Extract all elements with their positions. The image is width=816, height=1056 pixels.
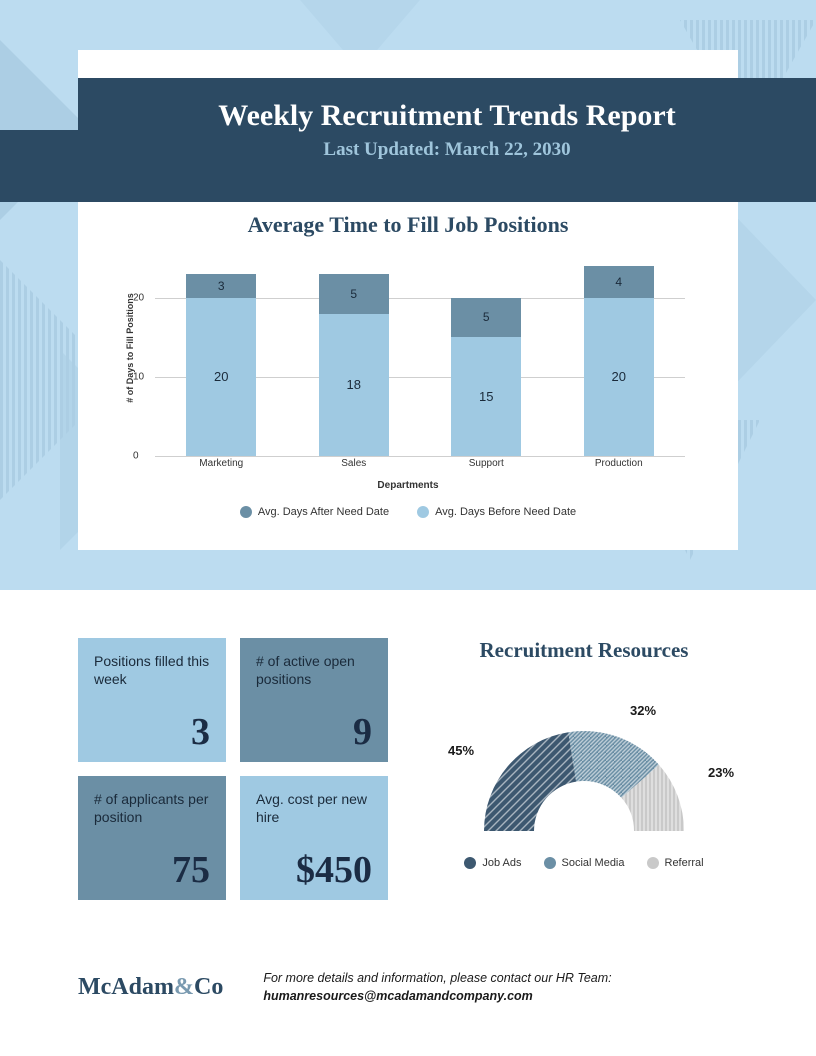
- legend-item-before: Avg. Days Before Need Date: [417, 506, 576, 518]
- donut-legend-label: Social Media: [562, 857, 625, 869]
- bar-segment-after: 3: [186, 274, 256, 298]
- bar-segment-before: 15: [451, 337, 521, 456]
- x-axis-label: Departments: [115, 480, 701, 491]
- bar-segment-before: 18: [319, 314, 389, 457]
- x-tick-label: Production: [569, 458, 669, 469]
- donut-legend: Job Ads Social Media Referral: [430, 857, 738, 869]
- donut-pct-label: 45%: [448, 743, 474, 758]
- recruitment-resources: Recruitment Resources 45% 32% 23% Job Ads S…: [430, 638, 738, 869]
- legend-dot-icon: [240, 506, 252, 518]
- bar-segment-after: 4: [584, 266, 654, 298]
- brand-part-a: McAdam: [78, 974, 174, 1000]
- metric-card-label: # of applicants per position: [94, 790, 210, 826]
- donut-pct-label: 32%: [630, 703, 656, 718]
- donut-legend-item: Referral: [647, 857, 704, 869]
- legend-dot-icon: [417, 506, 429, 518]
- legend-dot-icon: [544, 857, 556, 869]
- donut-chart: 45% 32% 23%: [430, 681, 738, 851]
- legend-dot-icon: [647, 857, 659, 869]
- y-tick-label: 10: [133, 371, 144, 382]
- y-tick-label: 0: [133, 451, 139, 462]
- legend-item-after: Avg. Days After Need Date: [240, 506, 389, 518]
- metric-card-value: 75: [172, 848, 210, 892]
- donut-slice: [484, 732, 576, 831]
- bottom-section: Positions filled this week 3 # of active o…: [0, 590, 816, 1056]
- metric-card: Avg. cost per new hire $450: [240, 776, 388, 900]
- x-tick-label: Sales: [304, 458, 404, 469]
- footer-email: humanresources@mcadamandcompany.com: [263, 987, 611, 1006]
- legend-dot-icon: [464, 857, 476, 869]
- brand-ampersand: &: [174, 974, 194, 1000]
- donut-legend-label: Job Ads: [482, 857, 521, 869]
- bar-segment-before: 20: [584, 298, 654, 456]
- chart-legend: Avg. Days After Need Date Avg. Days Befo…: [115, 506, 701, 518]
- metric-card-label: # of active open positions: [256, 652, 372, 688]
- bar-segment-before: 20: [186, 298, 256, 456]
- footer: McAdam&Co For more details and informati…: [78, 969, 738, 1007]
- bar-segment-after: 5: [319, 274, 389, 314]
- metric-card: # of active open positions 9: [240, 638, 388, 762]
- legend-label-after: Avg. Days After Need Date: [258, 506, 389, 518]
- report-subtitle: Last Updated: March 22, 2030: [323, 139, 570, 161]
- footer-line: For more details and information, please…: [263, 969, 611, 988]
- donut-legend-item: Social Media: [544, 857, 625, 869]
- donut-legend-label: Referral: [665, 857, 704, 869]
- metric-card-value: $450: [296, 848, 372, 892]
- donut-pct-label: 23%: [708, 765, 734, 780]
- footer-text: For more details and information, please…: [263, 969, 611, 1007]
- metric-card-value: 9: [353, 710, 372, 754]
- metric-card-label: Positions filled this week: [94, 652, 210, 688]
- donut-legend-item: Job Ads: [464, 857, 521, 869]
- metric-card-value: 3: [191, 710, 210, 754]
- brand-part-b: Co: [194, 974, 223, 1000]
- chart-title: Average Time to Fill Job Positions: [78, 212, 738, 238]
- bar-chart: # of Days to Fill Positions 010202031851…: [115, 258, 701, 528]
- metric-card: Positions filled this week 3: [78, 638, 226, 762]
- report-title: Weekly Recruitment Trends Report: [218, 99, 675, 133]
- brand-logo: McAdam&Co: [78, 974, 223, 1001]
- resources-title: Recruitment Resources: [430, 638, 738, 663]
- x-tick-label: Support: [436, 458, 536, 469]
- chart-plot: 01020203185155204: [155, 266, 685, 456]
- title-banner: Weekly Recruitment Trends Report Last Up…: [78, 78, 816, 182]
- donut-svg: [430, 681, 738, 851]
- legend-label-before: Avg. Days Before Need Date: [435, 506, 576, 518]
- metric-card-label: Avg. cost per new hire: [256, 790, 372, 826]
- bar-segment-after: 5: [451, 298, 521, 338]
- top-section: Weekly Recruitment Trends Report Last Up…: [0, 0, 816, 590]
- y-tick-label: 20: [133, 292, 144, 303]
- x-tick-label: Marketing: [171, 458, 271, 469]
- metric-cards: Positions filled this week 3 # of active o…: [78, 638, 388, 900]
- metric-card: # of applicants per position 75: [78, 776, 226, 900]
